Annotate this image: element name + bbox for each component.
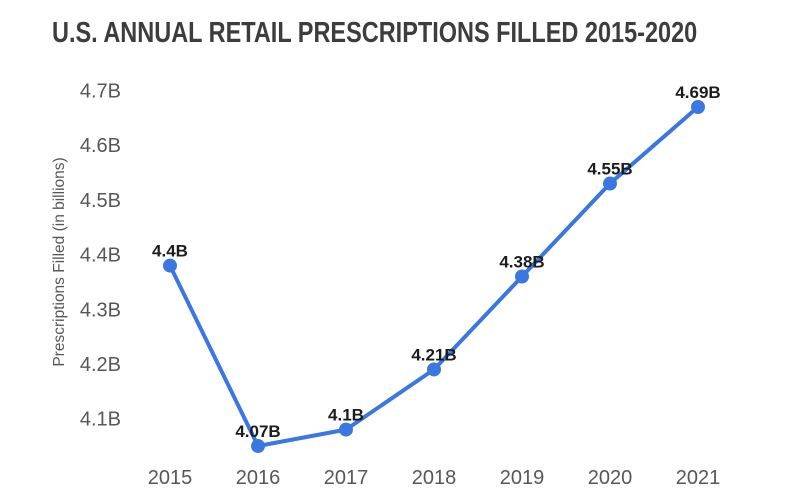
x-tick-label: 2019	[500, 467, 545, 489]
data-point	[251, 439, 265, 454]
data-point	[603, 176, 617, 191]
data-point	[427, 362, 441, 377]
data-point-label: 4.55B	[587, 160, 632, 179]
data-point-label: 4.4B	[152, 242, 188, 261]
data-point	[339, 422, 353, 437]
y-tick-label: 4.1B	[80, 409, 121, 431]
x-tick-label: 2015	[148, 467, 193, 489]
chart-title: U.S. ANNUAL RETAIL PRESCRIPTIONS FILLED …	[52, 17, 698, 49]
x-tick-label: 2020	[588, 467, 633, 489]
data-point	[691, 100, 705, 114]
y-tick-label: 4.4B	[80, 245, 121, 267]
data-point	[163, 258, 177, 273]
x-tick-label: 2016	[236, 467, 281, 489]
x-axis-tick-labels: 2015 2016 2017 2018 2019 2020 2021	[148, 467, 721, 489]
y-tick-label: 4.3B	[80, 299, 121, 321]
y-tick-label: 4.7B	[80, 81, 121, 103]
data-point-label: 4.07B	[235, 422, 280, 441]
y-axis-title: Prescriptions Filled (in billions)	[51, 157, 68, 366]
x-tick-label: 2017	[324, 467, 369, 489]
trend-line	[168, 105, 700, 449]
data-points	[163, 100, 705, 454]
data-point-label: 4.69B	[675, 83, 720, 102]
x-tick-label: 2021	[676, 467, 721, 489]
data-point	[515, 269, 529, 284]
data-point-label: 4.1B	[328, 406, 364, 425]
y-axis-tick-labels: 4.1B 4.2B 4.3B 4.4B 4.5B 4.6B 4.7B	[80, 81, 121, 431]
x-tick-label: 2018	[412, 467, 457, 489]
y-tick-label: 4.5B	[80, 190, 121, 212]
data-point-label: 4.38B	[499, 253, 544, 272]
data-point-label: 4.21B	[411, 345, 456, 364]
y-tick-label: 4.2B	[80, 354, 121, 376]
y-tick-label: 4.6B	[80, 135, 121, 157]
data-point-labels: 4.4B 4.07B 4.1B 4.21B 4.38B 4.55B 4.69B	[152, 83, 721, 441]
